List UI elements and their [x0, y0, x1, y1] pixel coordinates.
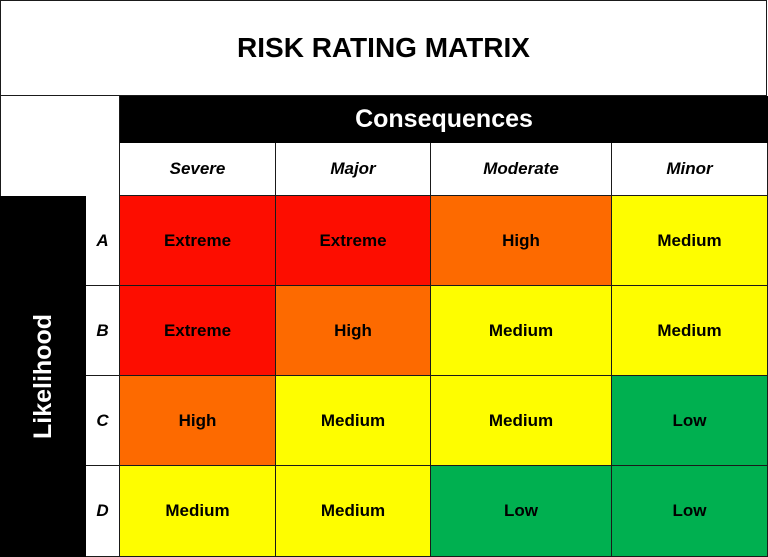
column-header-moderate: Moderate [431, 143, 612, 196]
matrix-title: RISK RATING MATRIX [0, 0, 767, 96]
column-header-severe: Severe [120, 143, 276, 196]
risk-cell-b-major: High [276, 286, 431, 376]
risk-cell-d-major: Medium [276, 466, 431, 557]
likelihood-header: Likelihood [0, 196, 86, 557]
risk-cell-a-moderate: High [431, 196, 612, 286]
risk-cell-c-moderate: Medium [431, 376, 612, 466]
column-header-major: Major [276, 143, 431, 196]
row-header-d: D [86, 466, 120, 557]
row-header-a: A [86, 196, 120, 286]
risk-cell-b-minor: Medium [612, 286, 768, 376]
column-header-minor: Minor [612, 143, 768, 196]
consequences-header: Consequences [120, 96, 768, 143]
risk-cell-c-major: Medium [276, 376, 431, 466]
risk-cell-a-severe: Extreme [120, 196, 276, 286]
risk-cell-d-severe: Medium [120, 466, 276, 557]
likelihood-label: Likelihood [28, 314, 57, 439]
risk-cell-d-minor: Low [612, 466, 768, 557]
row-header-b: B [86, 286, 120, 376]
risk-cell-b-severe: Extreme [120, 286, 276, 376]
corner-blank [0, 96, 120, 196]
risk-cell-a-major: Extreme [276, 196, 431, 286]
risk-cell-b-moderate: Medium [431, 286, 612, 376]
risk-cell-d-moderate: Low [431, 466, 612, 557]
risk-cell-c-severe: High [120, 376, 276, 466]
risk-cell-c-minor: Low [612, 376, 768, 466]
row-header-c: C [86, 376, 120, 466]
risk-cell-a-minor: Medium [612, 196, 768, 286]
